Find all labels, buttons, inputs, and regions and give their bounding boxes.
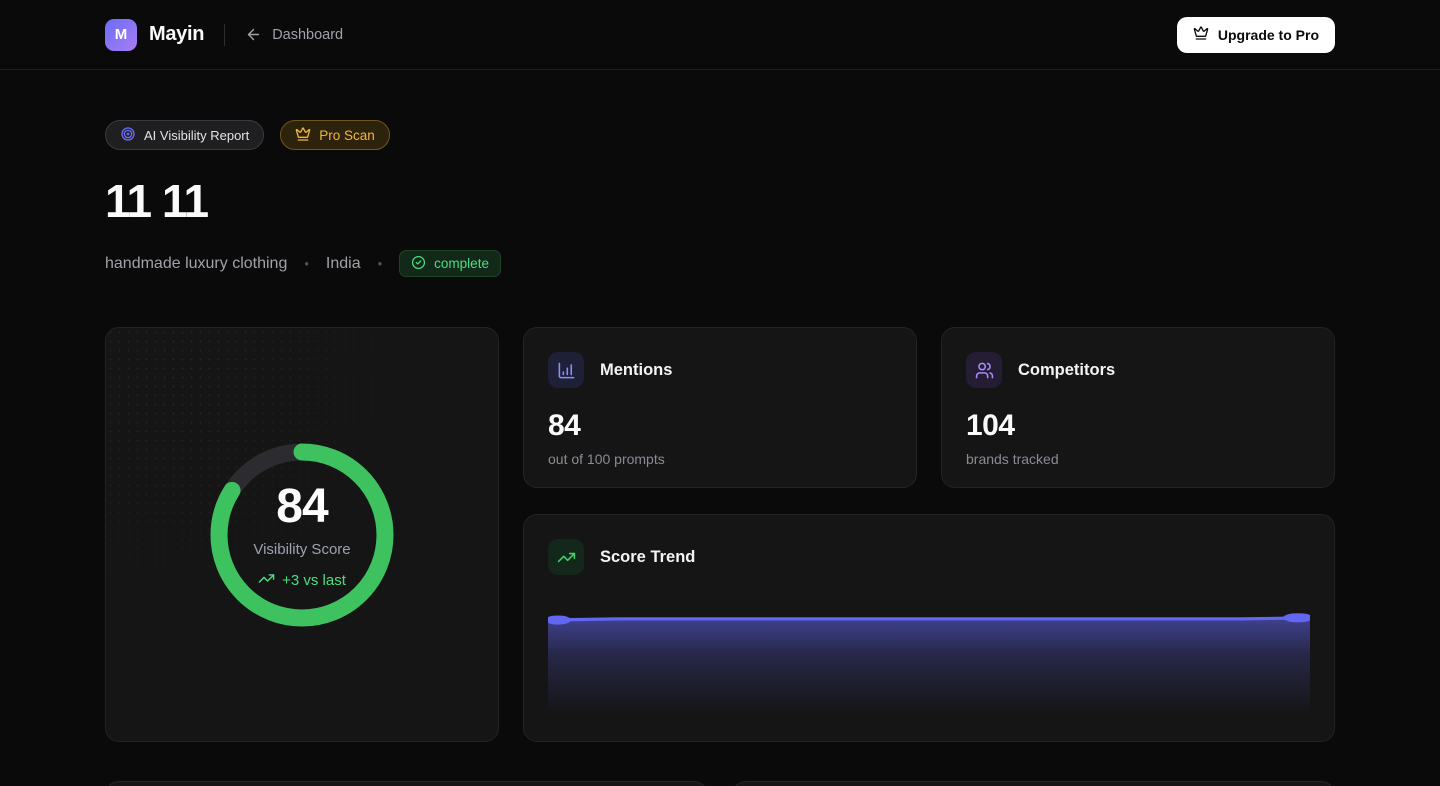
competitors-value: 104 bbox=[966, 409, 1015, 442]
target-icon bbox=[120, 126, 136, 145]
nav-divider bbox=[224, 23, 226, 46]
trending-up-icon bbox=[548, 539, 584, 575]
ai-visibility-report-chip: AI Visibility Report bbox=[105, 120, 265, 150]
trend-title: Score Trend bbox=[600, 547, 696, 566]
chart-left-cap bbox=[548, 615, 571, 625]
ring-progress bbox=[210, 443, 394, 626]
arrow-left-icon bbox=[245, 26, 262, 43]
competitors-card-head: Competitors bbox=[966, 352, 1310, 388]
competitors-title: Competitors bbox=[1018, 360, 1116, 379]
chips-row: AI Visibility Report Pro Scan bbox=[105, 120, 1335, 150]
pro-chip-label: Pro Scan bbox=[319, 127, 375, 143]
ring-center: 84 Visibility Score +3 vs last bbox=[210, 443, 394, 627]
score-delta-label: +3 vs last bbox=[282, 571, 346, 589]
crown-icon bbox=[295, 126, 311, 145]
check-circle-icon bbox=[411, 255, 426, 273]
cards-grid: 84 Visibility Score +3 vs last Mentions bbox=[105, 327, 1335, 742]
brand-name[interactable]: Mayin bbox=[149, 23, 205, 45]
visibility-score-card: 84 Visibility Score +3 vs last bbox=[105, 327, 499, 742]
trending-up-icon bbox=[258, 570, 275, 591]
crown-icon bbox=[1193, 25, 1209, 44]
upgrade-label: Upgrade to Pro bbox=[1217, 26, 1319, 43]
meta-separator: • bbox=[304, 256, 309, 271]
bottom-left-card bbox=[105, 781, 708, 786]
mentions-value: 84 bbox=[548, 409, 581, 442]
score-delta: +3 vs last bbox=[258, 570, 346, 591]
users-icon bbox=[966, 352, 1002, 388]
trend-card-head: Score Trend bbox=[548, 539, 1310, 575]
meta-separator: • bbox=[377, 256, 383, 271]
competitors-card: Competitors 104 brands tracked bbox=[941, 327, 1335, 488]
score-trend-card: Score Trend bbox=[523, 514, 1335, 742]
mentions-caption: out of 100 prompts bbox=[548, 451, 665, 467]
chart-area bbox=[548, 617, 1310, 713]
main-content: AI Visibility Report Pro Scan 11 11 hand… bbox=[105, 120, 1335, 786]
brand-logo[interactable]: M bbox=[105, 18, 137, 51]
score-trend-chart bbox=[548, 613, 1310, 713]
report-chip-label: AI Visibility Report bbox=[144, 127, 250, 143]
visibility-score-value: 84 bbox=[276, 479, 328, 533]
back-to-dashboard-link[interactable]: Dashboard bbox=[245, 26, 343, 43]
brand-region: India bbox=[325, 254, 361, 272]
competitors-caption: brands tracked bbox=[966, 451, 1059, 467]
mentions-card-head: Mentions bbox=[548, 352, 892, 388]
brand-logo-letter: M bbox=[114, 26, 128, 43]
mentions-card: Mentions 84 out of 100 prompts bbox=[523, 327, 917, 488]
bar-chart-icon bbox=[548, 352, 584, 388]
chart-right-cap bbox=[1283, 613, 1310, 623]
nav-left: M Mayin Dashboard bbox=[105, 18, 343, 51]
pro-scan-chip: Pro Scan bbox=[280, 120, 390, 150]
score-ring: 84 Visibility Score +3 vs last bbox=[210, 443, 394, 627]
mentions-title: Mentions bbox=[600, 360, 673, 379]
score-ring-svg bbox=[210, 443, 394, 626]
page-title: 11 11 bbox=[105, 175, 209, 227]
status-badge: complete bbox=[399, 250, 501, 277]
back-label: Dashboard bbox=[272, 26, 344, 43]
bottom-cards-row bbox=[105, 781, 1335, 786]
navbar: M Mayin Dashboard Upgrade to Pro bbox=[0, 0, 1440, 70]
upgrade-to-pro-button[interactable]: Upgrade to Pro bbox=[1176, 16, 1335, 53]
chart-line bbox=[548, 616, 1310, 622]
bottom-right-card bbox=[732, 781, 1335, 786]
status-label: complete bbox=[434, 256, 489, 271]
meta-row: handmade luxury clothing • India • compl… bbox=[105, 250, 1335, 277]
visibility-score-label: Visibility Score bbox=[253, 540, 351, 558]
brand-category: handmade luxury clothing bbox=[105, 254, 288, 272]
